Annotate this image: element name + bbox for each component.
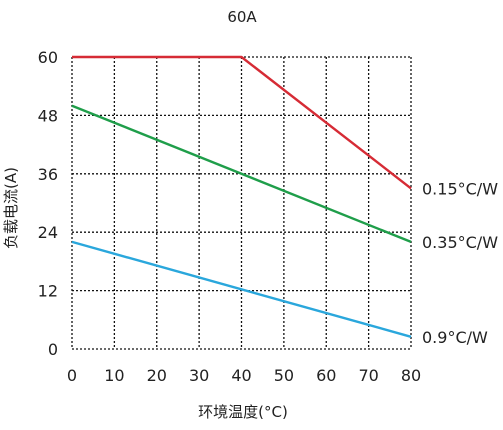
x-tick-label: 50	[274, 366, 294, 385]
x-tick-label: 20	[147, 366, 167, 385]
x-tick-label: 10	[104, 366, 124, 385]
x-tick-label: 40	[231, 366, 251, 385]
y-tick-label: 36	[38, 165, 58, 184]
series-line	[72, 55, 412, 190]
series-labels: 0.15°C/W 0.35°C/W 0.9°C/W	[422, 179, 498, 346]
y-axis-title: 负载电流(A)	[2, 167, 20, 249]
y-tick-label: 48	[38, 106, 58, 125]
y-tick-label: 60	[38, 48, 58, 67]
x-tick-label: 30	[189, 366, 209, 385]
x-tick-label: 80	[401, 366, 421, 385]
grid	[71, 56, 412, 350]
series-line	[71, 104, 412, 244]
y-tick-label: 24	[38, 223, 58, 242]
y-tick-label: 12	[38, 282, 58, 301]
chart-title: 60A	[227, 8, 257, 26]
series-label: 0.15°C/W	[422, 179, 498, 198]
series-label: 0.9°C/W	[422, 328, 488, 347]
x-tick-label: 60	[316, 366, 336, 385]
series-line	[71, 240, 412, 338]
x-tick-label: 0	[67, 366, 77, 385]
y-axis-ticks: 0 12 24 36 48 60	[38, 48, 58, 359]
series-label: 0.35°C/W	[422, 233, 498, 252]
x-axis-ticks: 0 10 20 30 40 50 60 70 80	[67, 366, 421, 385]
x-axis-title: 环境温度(°C)	[198, 403, 288, 421]
y-tick-label: 0	[48, 340, 58, 359]
x-tick-label: 70	[358, 366, 378, 385]
series-layer	[71, 55, 412, 338]
